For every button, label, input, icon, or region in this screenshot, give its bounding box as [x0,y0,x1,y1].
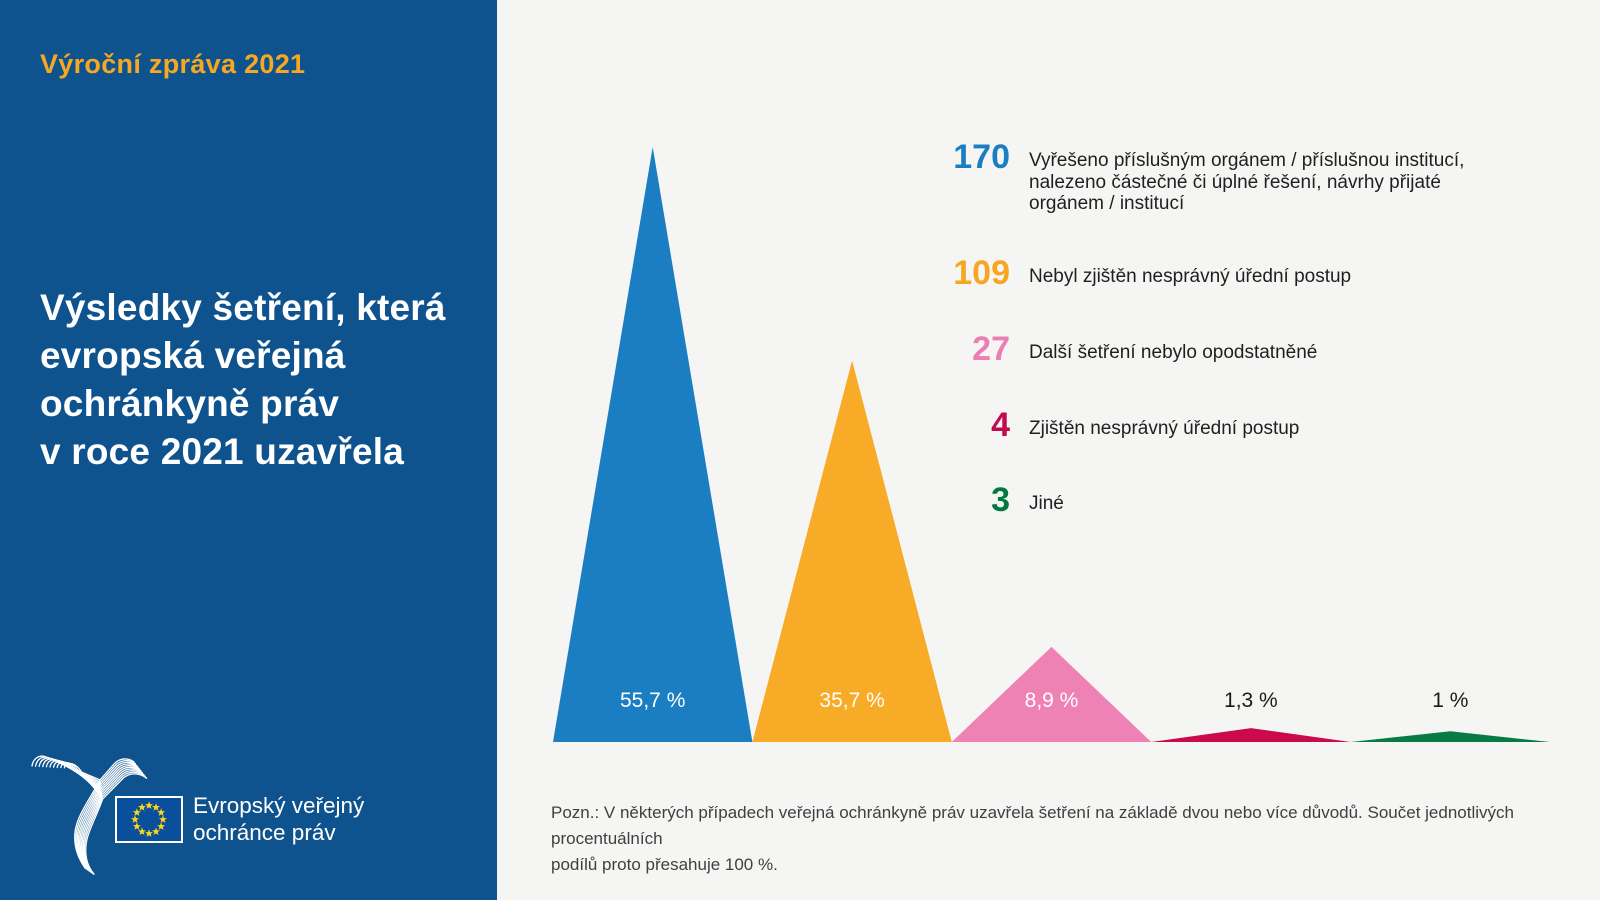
bird-emblem-line [100,766,142,792]
bird-emblem-line [99,760,137,783]
bird-emblem-line [101,768,144,794]
triangle-segment [752,360,952,742]
bird-emblem-line [42,758,102,871]
eu-star-icon [131,815,139,823]
eu-star-icon [159,815,167,823]
bird-emblem-icon [31,755,148,875]
bird-emblem-line [38,757,102,871]
footnote: Pozn.: V některých případech veřejná och… [551,800,1600,878]
page-title: Výsledky šetření, která evropská veřejná… [40,284,446,476]
legend-label-line: Další šetření nebylo opodstatněné [1029,342,1318,363]
eu-star-icon [132,822,141,830]
page-title-line: v roce 2021 uzavřela [40,431,404,472]
legend-item: 170 Vyřešeno příslušným orgánem / přísluš… [930,138,1464,215]
bird-emblem-line [34,756,102,870]
footnote-line: Pozn.: V některých případech veřejná och… [551,803,1514,848]
percent-label: 1,3 % [1224,689,1278,712]
eu-flag-icon [115,796,183,843]
legend-item: 27 Další šetření nebylo opodstatněné [930,330,1317,368]
triangle-segment [1151,728,1351,742]
legend-label-line: orgánem / institucí [1029,193,1185,214]
legend-item: 109 Nebyl zjištěn nesprávný úřední postup [930,254,1351,292]
legend-label: Vyřešeno příslušným orgánem / příslušnou… [1029,150,1464,215]
page-title-line: Výsledky šetření, která [40,287,446,328]
bird-emblem-line [101,771,146,798]
triangle-segment [1350,731,1550,742]
bird-emblem-line [99,758,135,781]
legend-count: 3 [991,481,1010,519]
bird-emblem-line [49,759,103,873]
eu-star-icon [157,808,166,816]
page-title-line: ochránkyně práv [40,383,340,424]
page-title-line: evropská veřejná [40,335,346,376]
legend-label-line: Vyřešeno příslušným orgánem / příslušnou… [1029,150,1465,171]
eu-star-icon [145,801,153,809]
bird-emblem-line [101,769,145,796]
legend-count: 4 [991,406,1010,444]
logo-text: Evropský veřejný ochránce práv [193,792,364,846]
legend-label-line: nalezeno částečné či úplné řešení, návrh… [1029,171,1441,193]
legend-label: Zjištěn nesprávný úřední postup [1029,418,1299,440]
legend-count: 109 [953,254,1010,292]
legend-count: 170 [953,138,1010,176]
legend-label: Nebyl zjištěn nesprávný úřední postup [1029,266,1351,288]
sidebar: Výroční zpráva 2021 Výsledky šetření, kt… [0,0,497,900]
bird-emblem-line [45,759,103,872]
bird-emblem-line [102,773,148,800]
eu-star-icon [157,822,166,830]
eu-star-icon [138,827,146,836]
percent-label: 35,7 % [819,689,885,712]
eu-star-icon [138,803,146,811]
bird-emblem-line [56,761,103,874]
triangle-segment [951,646,1152,742]
bird-emblem-line [100,765,141,790]
bird-emblem-line [31,755,101,869]
percent-label: 1 % [1432,689,1469,712]
percent-label: 8,9 % [1024,689,1079,712]
legend-label-line: Jiné [1029,493,1064,514]
eu-star-icon [152,827,160,836]
legend-label: Další šetření nebylo opodstatněné [1029,342,1317,364]
eu-star-icon [132,808,141,816]
eu-stars-icon [131,801,167,837]
triangle-segment [553,147,753,742]
legend-count: 27 [972,330,1010,368]
legend-label: Jiné [1029,493,1064,515]
legend-label-line: Nebyl zjištěn nesprávný úřední postup [1029,266,1352,287]
bird-emblem-line [52,760,103,873]
footnote-line: podílů proto přesahuje 100 %. [551,855,778,874]
eu-star-icon [152,803,160,811]
legend-item: 3 Jiné [930,481,1064,519]
logo-text-line: Evropský veřejný [193,793,365,818]
percent-label: 55,7 % [619,689,686,712]
bird-emblem-line [60,762,104,875]
report-title: Výroční zpráva 2021 [40,49,306,79]
eu-star-icon [145,829,153,837]
bird-emblem-line [99,761,138,785]
bird-emblem-line [63,762,104,875]
legend-item: 4 Zjištěn nesprávný úřední postup [930,406,1299,444]
legend-label-line: Zjištěn nesprávný úřední postup [1029,418,1300,439]
logo-text-line: ochránce práv [193,820,336,845]
bird-emblem-line [100,763,139,787]
